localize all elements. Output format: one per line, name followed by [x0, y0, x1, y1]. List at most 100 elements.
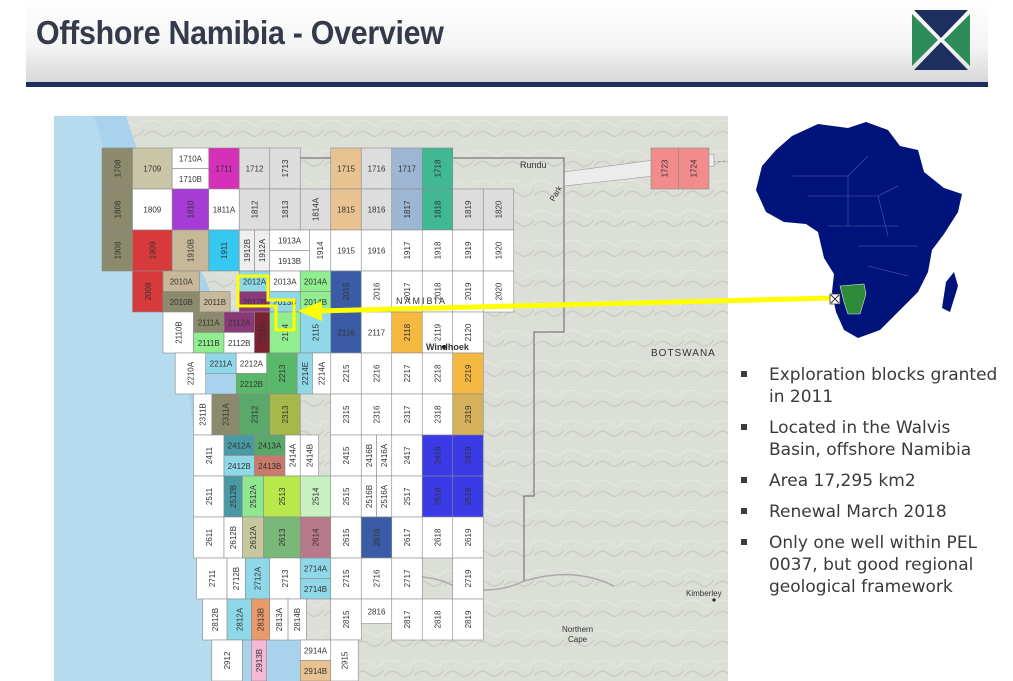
- license-block-label: 2312: [251, 405, 260, 423]
- license-block-label: 2018: [434, 282, 443, 300]
- license-block-2319: [452, 393, 484, 436]
- bullet-square-icon: [741, 424, 747, 430]
- license-block-label: 1816: [368, 206, 386, 215]
- license-block-label: 2413A: [258, 441, 282, 450]
- company-logo-icon: [912, 10, 970, 70]
- license-block-2814b: [287, 598, 307, 641]
- license-block-2518: [421, 475, 454, 518]
- license-block-label: 2414A: [289, 443, 298, 467]
- license-block-label: 1808: [113, 200, 122, 218]
- license-block-2912: [211, 639, 243, 681]
- license-block-label: 2210A: [186, 361, 195, 385]
- license-block-2215: [330, 352, 362, 395]
- license-block-label: 2111A: [198, 318, 221, 327]
- license-block-label: 1912A: [258, 238, 267, 262]
- license-block-1814a: [299, 188, 332, 231]
- license-block-label: 1915: [337, 247, 355, 256]
- license-block-label: 2019: [464, 282, 473, 300]
- license-block-1909: [132, 229, 173, 272]
- license-block-2519: [452, 475, 484, 518]
- rundu-label: Rundu: [520, 160, 547, 170]
- license-block-label: 2119: [434, 323, 443, 341]
- license-block-1911: [208, 229, 240, 272]
- license-block-label: 2015: [342, 282, 351, 300]
- license-block-label: 2115: [312, 323, 321, 341]
- license-block-label: 2516A: [380, 484, 389, 508]
- header-rule: [26, 82, 988, 87]
- windhoek-label: Windhoek: [426, 342, 470, 352]
- license-block-label: 2612A: [249, 525, 258, 549]
- pel-highlight: [236, 274, 296, 332]
- license-block-label: 2013A: [273, 277, 297, 286]
- northern-label: Northern: [562, 625, 593, 634]
- block-grid: 1708 1709 1710A 1710B 1711 1712 1713 1808 1809 18…: [101, 147, 710, 681]
- key-points-list: Exploration blocks granted in 2011 Locat…: [740, 364, 1000, 607]
- license-block-label: 2016: [373, 282, 382, 300]
- license-block-label: 1718: [434, 159, 443, 177]
- license-block-label: 2116: [337, 329, 355, 338]
- license-block-2216: [360, 352, 393, 395]
- license-block-label: 1917: [403, 241, 412, 259]
- license-block-label: 1813: [281, 200, 290, 218]
- license-block-label: 2020: [495, 282, 504, 300]
- license-block-label: 2712A: [254, 566, 263, 590]
- license-block-map: 1708 1709 1710A 1710B 1711 1712 1713 1808 1809 18…: [54, 116, 728, 681]
- license-block-2110b: [162, 311, 194, 354]
- bullet-item: Only one well within PEL 0037, but good …: [740, 532, 1000, 598]
- license-block-label: 2714B: [304, 585, 327, 594]
- license-block-label: 2319: [464, 405, 473, 423]
- license-block-label: 1920: [495, 241, 504, 259]
- license-block-label: 2615: [342, 528, 351, 546]
- botswana-label: BOTSWANA: [651, 348, 716, 359]
- license-block-1918: [421, 229, 454, 272]
- license-block-label: 1819: [464, 200, 473, 218]
- license-block-label: 2416A: [380, 443, 389, 467]
- license-block-label: 1724: [690, 159, 699, 177]
- license-block-label: 1715: [337, 165, 355, 174]
- license-block-label: 2014A: [304, 277, 328, 286]
- license-block-2812b: [202, 598, 228, 641]
- license-block-2715: [330, 557, 362, 600]
- license-block-label: 2217: [403, 364, 412, 382]
- kimberley-marker: [712, 598, 716, 602]
- license-block-label: 1708: [113, 159, 122, 177]
- license-block-2517: [391, 475, 423, 518]
- license-block-label: 2915: [340, 651, 349, 669]
- license-block-label: 2215: [342, 364, 351, 382]
- license-block-label: 2914B: [304, 667, 327, 676]
- license-block-2511: [193, 475, 225, 518]
- license-block-label: 2614: [312, 528, 321, 546]
- license-block-1724: [678, 147, 710, 190]
- license-block-label: 2415: [342, 446, 351, 464]
- license-block-label: 2913B: [255, 649, 264, 672]
- license-block-2617: [391, 516, 423, 559]
- license-block-label: 1918: [434, 241, 443, 259]
- license-block-label: 2418: [434, 446, 443, 464]
- license-block-label: 2714A: [304, 564, 328, 573]
- license-block-2417: [391, 434, 423, 477]
- license-block-label: 2017: [403, 282, 412, 300]
- license-block-2514: [299, 475, 332, 518]
- license-block-2415: [330, 434, 362, 477]
- bullet-square-icon: [741, 477, 747, 483]
- license-block-1818: [421, 188, 454, 231]
- license-block-label: 2512B: [229, 485, 238, 508]
- license-block-label: 1913A: [278, 236, 302, 245]
- license-block-label: 1919: [464, 241, 473, 259]
- license-block-label: 2112B: [228, 339, 251, 348]
- license-block-label: 2211A: [210, 359, 233, 368]
- license-block-label: 2516B: [365, 485, 374, 508]
- license-block-label: 1817: [403, 200, 412, 218]
- africa-locator-map: [756, 122, 962, 338]
- license-block-2317: [391, 393, 423, 436]
- license-block-label: 2819: [464, 610, 473, 628]
- license-block-label: 1913B: [278, 257, 301, 266]
- license-block-label: 2611: [205, 528, 214, 546]
- bullet-square-icon: [741, 539, 747, 545]
- license-block-1908: [101, 229, 133, 272]
- license-block-label: 2311A: [222, 403, 231, 426]
- license-block-label: 2315: [342, 405, 351, 423]
- license-block-2614: [299, 516, 332, 559]
- license-block-label: 2010B: [170, 298, 193, 307]
- license-block-1819: [452, 188, 484, 231]
